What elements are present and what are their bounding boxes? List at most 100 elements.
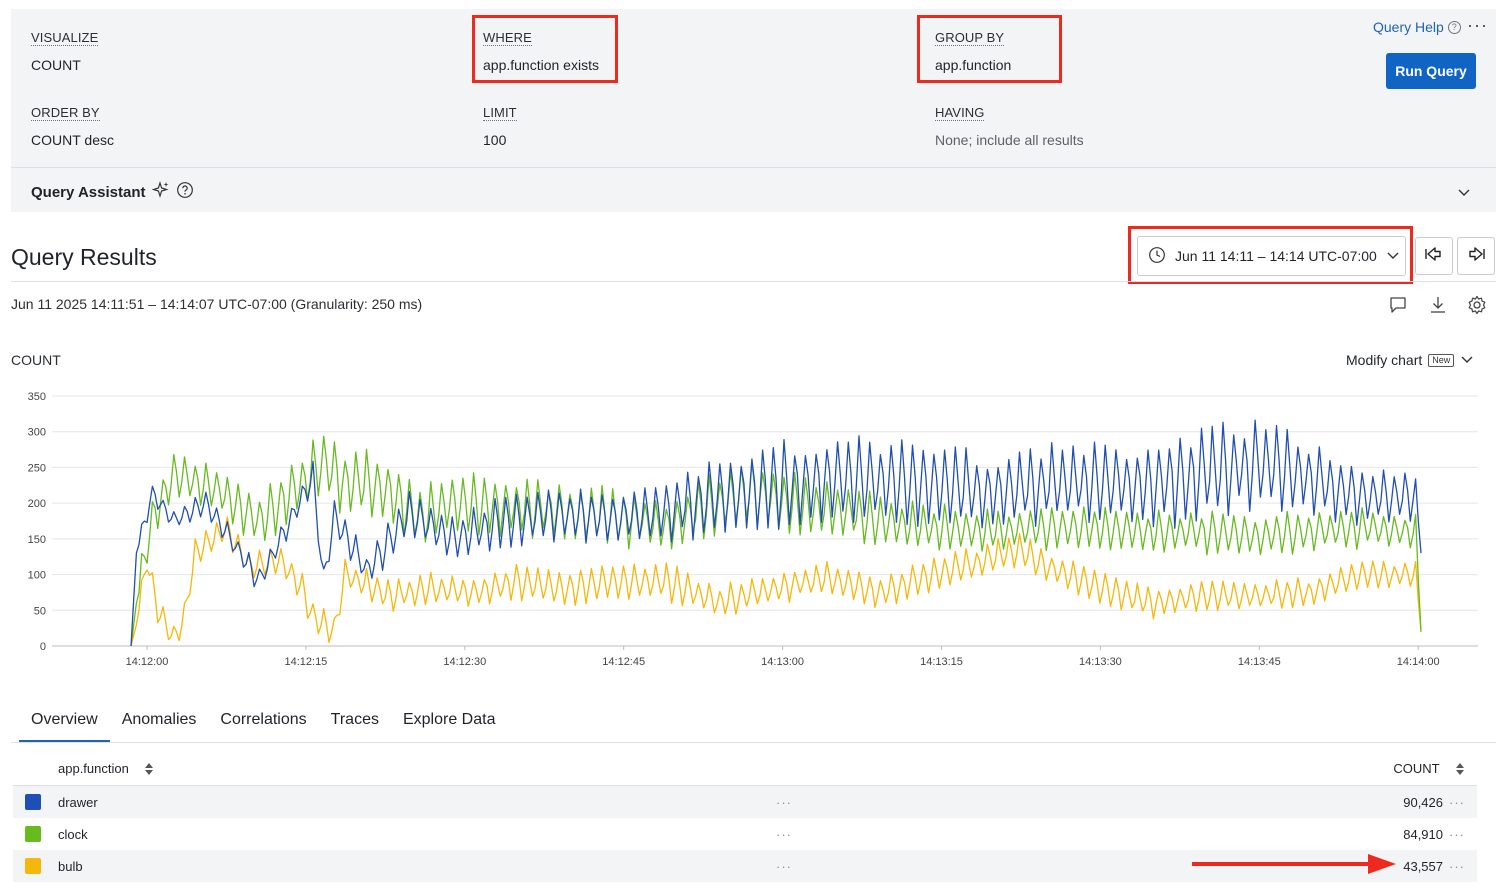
having-clause[interactable]: HAVING None; include all results: [935, 104, 1084, 148]
count-value: 90,426: [1403, 794, 1443, 810]
tab-traces[interactable]: Traces: [330, 711, 379, 728]
time-range-text: Jun 11 14:11 – 14:14 UTC-07:00: [1175, 248, 1377, 264]
download-icon[interactable]: [1428, 295, 1448, 315]
tabs-divider: [11, 742, 1496, 743]
y-tick-label: 100: [28, 570, 46, 582]
tab-correlations[interactable]: Correlations: [220, 711, 307, 728]
y-tick-label: 300: [28, 427, 46, 439]
where-label: WHERE: [483, 30, 532, 46]
column-header-count[interactable]: COUNT: [1393, 761, 1465, 778]
red-arrow-annotation: [1192, 854, 1396, 874]
series-color-swatch: [25, 858, 41, 874]
chevron-down-icon: [1460, 352, 1474, 368]
y-tick-label: 150: [28, 534, 46, 546]
more-options-icon[interactable]: ···: [1467, 15, 1488, 35]
order-by-clause[interactable]: ORDER BY COUNT desc: [31, 104, 114, 148]
limit-clause[interactable]: LIMIT 100: [483, 104, 517, 148]
run-query-button[interactable]: Run Query: [1386, 53, 1476, 89]
having-value[interactable]: None; include all results: [935, 132, 1084, 148]
highlight-box-time-range: [1128, 226, 1413, 284]
sparkle-icon: [150, 181, 170, 204]
query-help-label: Query Help: [1373, 19, 1444, 35]
order-by-label: ORDER BY: [31, 105, 100, 121]
function-name: clock: [58, 826, 88, 842]
tab-explore-data[interactable]: Explore Data: [402, 711, 496, 728]
column-header-function[interactable]: app.function: [58, 761, 154, 778]
sort-icon[interactable]: [144, 762, 154, 779]
results-table: app.function COUNT drawer ··· 90,426 ···…: [13, 755, 1477, 882]
y-tick-label: 200: [28, 498, 46, 510]
query-assistant-divider: [11, 167, 1496, 168]
query-builder-panel: VISUALIZE COUNT WHERE app.function exist…: [11, 9, 1496, 212]
column-header-function-label: app.function: [58, 761, 129, 777]
x-tick-label: 14:12:15: [284, 656, 327, 668]
modify-chart-button[interactable]: Modify chart New: [1346, 352, 1474, 368]
chevron-down-icon: [1386, 248, 1400, 264]
y-tick-label: 0: [40, 641, 46, 653]
where-clause[interactable]: WHERE app.function exists: [483, 29, 599, 73]
help-icon[interactable]: [176, 181, 194, 204]
function-name: bulb: [58, 858, 83, 874]
x-tick-label: 14:13:30: [1079, 656, 1122, 668]
count-line-chart[interactable]: 0 50 100 150 200 250 300 350 14:12:00 14:12:15 14:…: [0, 380, 1500, 675]
series-line-bulb: [130, 516, 1422, 647]
x-tick-label: 14:12:45: [602, 656, 645, 668]
highlight-box-where: [472, 15, 618, 83]
table-row[interactable]: clock ··· 84,910 ···: [13, 818, 1477, 850]
series-line-drawer: [130, 419, 1422, 647]
visualize-value[interactable]: COUNT: [31, 57, 81, 73]
count-value: 43,557: [1403, 858, 1443, 874]
highlight-box-group-by: [917, 15, 1062, 83]
visualize-label: VISUALIZE: [31, 30, 99, 46]
tab-overview[interactable]: Overview: [19, 700, 110, 742]
row-menu-icon[interactable]: ···: [776, 794, 792, 810]
order-by-value[interactable]: COUNT desc: [31, 132, 114, 148]
y-tick-label: 50: [34, 605, 46, 617]
modify-chart-label: Modify chart: [1346, 352, 1423, 368]
series-color-swatch: [25, 826, 41, 842]
x-tick-label: 14:13:15: [920, 656, 963, 668]
results-tabs: Overview Anomalies Correlations Traces E…: [19, 700, 507, 742]
y-tick-label: 250: [28, 462, 46, 474]
tab-anomalies[interactable]: Anomalies: [121, 711, 197, 728]
x-tick-label: 14:14:00: [1397, 656, 1440, 668]
query-assistant-toggle[interactable]: Query Assistant: [31, 181, 194, 204]
range-granularity-text: Jun 11 2025 14:11:51 – 14:14:07 UTC-07:0…: [11, 296, 423, 312]
row-menu-icon[interactable]: ···: [776, 826, 792, 842]
table-header: app.function COUNT: [13, 755, 1477, 786]
comment-icon[interactable]: [1388, 295, 1408, 315]
row-more-icon[interactable]: ···: [1449, 826, 1465, 842]
sort-icon[interactable]: [1455, 762, 1465, 779]
query-help-link[interactable]: Query Help ?: [1373, 19, 1461, 35]
having-label: HAVING: [935, 105, 985, 121]
x-tick-label: 14:12:00: [126, 656, 169, 668]
time-forward-button[interactable]: [1457, 237, 1495, 275]
row-more-icon[interactable]: ···: [1449, 858, 1465, 874]
query-results-title: Query Results: [11, 244, 157, 270]
visualize-clause[interactable]: VISUALIZE COUNT: [31, 29, 99, 73]
row-more-icon[interactable]: ···: [1449, 794, 1465, 810]
gear-icon[interactable]: [1467, 295, 1487, 315]
function-name: drawer: [58, 794, 98, 810]
clock-icon: [1148, 246, 1166, 267]
query-assistant-title: Query Assistant: [31, 184, 146, 201]
arrow-left-icon: [1424, 245, 1444, 268]
group-by-clause[interactable]: GROUP BY app.function: [935, 29, 1011, 73]
y-tick-label: 350: [28, 391, 46, 403]
table-row[interactable]: drawer ··· 90,426 ···: [13, 786, 1477, 818]
where-value[interactable]: app.function exists: [483, 57, 599, 73]
series-line-clock: [130, 435, 1422, 647]
chart-y-axis-label: COUNT: [11, 352, 61, 368]
time-range-picker[interactable]: Jun 11 14:11 – 14:14 UTC-07:00: [1137, 236, 1406, 276]
limit-value[interactable]: 100: [483, 132, 507, 148]
chevron-down-icon[interactable]: [1457, 185, 1471, 203]
time-back-button[interactable]: [1415, 237, 1453, 275]
results-header-divider: [11, 281, 1496, 282]
x-tick-label: 14:12:30: [443, 656, 486, 668]
group-by-value[interactable]: app.function: [935, 57, 1012, 73]
help-circle-icon: ?: [1447, 20, 1461, 34]
row-menu-icon[interactable]: ···: [776, 858, 792, 874]
count-value: 84,910: [1403, 826, 1443, 842]
limit-label: LIMIT: [483, 105, 517, 121]
column-header-count-label: COUNT: [1393, 761, 1440, 777]
